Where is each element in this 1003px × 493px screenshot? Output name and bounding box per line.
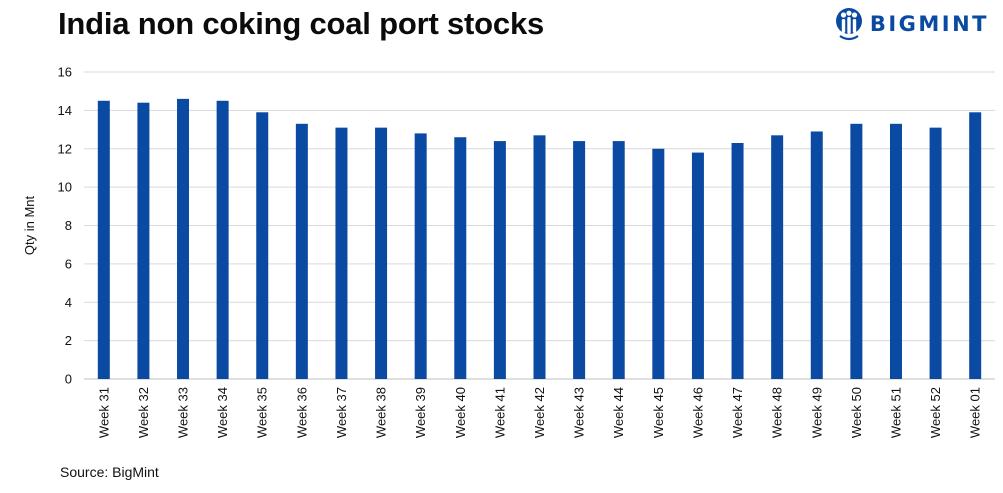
bar	[493, 141, 506, 379]
x-tick-label: Week 39	[413, 387, 428, 438]
x-tick-label: Week 34	[215, 387, 230, 438]
brand-logo: BIGMINT	[834, 4, 989, 44]
x-tick-label: Week 40	[453, 387, 468, 438]
y-tick-label: 2	[65, 333, 72, 348]
y-axis-title: Qty in Mnt	[22, 196, 37, 256]
x-tick-label: Week 44	[611, 387, 626, 438]
page-title: India non coking coal port stocks	[58, 6, 545, 41]
bar	[929, 127, 942, 379]
x-tick-label: Week 33	[176, 387, 191, 438]
bar	[969, 112, 982, 379]
bar	[731, 142, 744, 379]
y-tick-label: 14	[58, 103, 72, 118]
bar	[97, 100, 110, 379]
bigmint-logo-icon	[835, 8, 862, 41]
x-tick-label: Week 47	[730, 387, 745, 438]
x-tick-label: Week 52	[928, 387, 943, 438]
x-tick-label: Week 01	[968, 387, 983, 438]
x-tick-label: Week 36	[294, 387, 309, 438]
x-tick-label: Week 45	[651, 387, 666, 438]
x-tick-label: Week 35	[255, 387, 270, 438]
y-tick-label: 4	[65, 295, 72, 310]
bar	[375, 127, 388, 379]
x-tick-label: Week 41	[492, 387, 507, 438]
x-tick-label: Week 32	[136, 387, 151, 438]
y-tick-label: 8	[65, 218, 72, 233]
bar	[177, 98, 190, 380]
x-tick-label: Week 38	[374, 387, 389, 438]
bar	[612, 141, 625, 379]
y-tick-label: 0	[65, 372, 72, 387]
y-tick-label: 10	[58, 180, 72, 195]
x-tick-label: Week 43	[572, 387, 587, 438]
x-tick-label: Week 37	[334, 387, 349, 438]
x-tick-label: Week 46	[690, 387, 705, 438]
x-tick-label: Week 42	[532, 387, 547, 438]
bar	[771, 135, 784, 379]
x-tick-label: Week 48	[770, 387, 785, 438]
source-note: Source: BigMint	[60, 464, 159, 480]
x-tick-label: Week 51	[888, 387, 903, 438]
bar	[533, 135, 546, 379]
bar	[810, 131, 823, 379]
bar	[216, 100, 229, 379]
bar	[295, 123, 308, 380]
bar	[850, 123, 863, 380]
y-tick-label: 6	[65, 256, 72, 271]
y-tick-label: 16	[58, 65, 72, 80]
bar	[573, 141, 586, 379]
x-tick-label: Week 49	[809, 387, 824, 438]
bar	[335, 127, 348, 379]
bar	[652, 148, 665, 379]
x-tick-label: Week 50	[849, 387, 864, 438]
x-tick-label: Week 31	[96, 387, 111, 438]
bar	[137, 102, 150, 379]
y-tick-label: 12	[58, 141, 72, 156]
bar	[256, 112, 269, 379]
brand-name: BIGMINT	[869, 12, 989, 36]
bar	[414, 133, 427, 379]
bar	[691, 152, 704, 379]
bar	[454, 137, 467, 379]
bar	[889, 123, 902, 380]
